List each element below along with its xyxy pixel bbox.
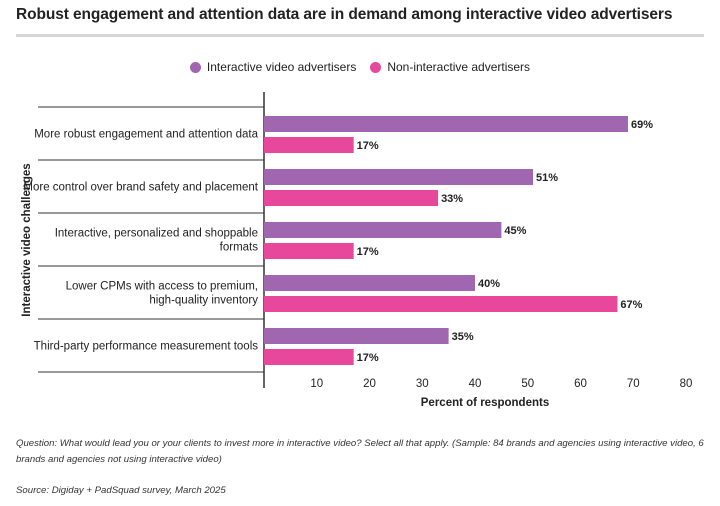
category-label: More robust engagement and attention dat… xyxy=(34,129,258,141)
chart-title: Robust engagement and attention data are… xyxy=(16,6,673,23)
bar-non-interactive xyxy=(264,137,354,153)
data-label: 45% xyxy=(504,225,526,237)
bar-non-interactive xyxy=(264,349,354,365)
legend-item-non-interactive: Non-interactive advertisers xyxy=(370,60,530,74)
category-label: Third-party performance measurement tool… xyxy=(34,341,259,353)
x-tick-label: 40 xyxy=(469,378,482,390)
data-label: 69% xyxy=(631,119,653,131)
category-label: Lower CPMs with access to premium, xyxy=(66,281,258,293)
data-label: 33% xyxy=(441,193,463,205)
x-tick-label: 30 xyxy=(416,378,429,390)
x-tick-label: 60 xyxy=(574,378,587,390)
title-divider xyxy=(16,34,704,37)
bar-non-interactive xyxy=(264,296,618,312)
legend-swatch-non-interactive xyxy=(370,61,382,73)
bar-interactive xyxy=(264,328,449,344)
bar-interactive xyxy=(264,169,534,185)
legend-label-non-interactive: Non-interactive advertisers xyxy=(387,60,531,74)
data-label: 17% xyxy=(357,140,379,152)
category-label: high-quality inventory xyxy=(149,295,258,307)
x-axis-title: Percent of respondents xyxy=(421,397,549,409)
legend-label-interactive: Interactive video advertisers xyxy=(206,60,357,74)
category-label: More control over brand safety and place… xyxy=(23,182,258,194)
bar-non-interactive xyxy=(264,190,439,206)
y-axis-title: Interactive video challenges xyxy=(21,163,33,316)
legend-item-interactive: Interactive video advertisers xyxy=(189,60,357,74)
category-label: formats xyxy=(220,242,259,254)
data-label: 51% xyxy=(536,172,558,184)
data-label: 67% xyxy=(620,299,642,311)
x-tick-label: 80 xyxy=(680,378,693,390)
bar-interactive xyxy=(264,116,628,132)
x-tick-label: 10 xyxy=(310,378,323,390)
x-tick-label: 50 xyxy=(521,378,534,390)
category-label: Interactive, personalized and shoppable xyxy=(55,228,258,240)
bar-chart: Interactive video challenges More robust … xyxy=(21,92,693,409)
bar-interactive xyxy=(264,222,502,238)
data-label: 40% xyxy=(478,278,500,290)
legend-swatch-interactive xyxy=(189,61,201,73)
bar-interactive xyxy=(264,275,475,291)
footnote: Question: What would lead you or your cl… xyxy=(16,438,704,465)
data-label: 17% xyxy=(357,246,379,258)
data-label: 17% xyxy=(357,352,379,364)
source-note: Source: Digiday + PadSquad survey, March… xyxy=(16,485,226,496)
x-tick-label: 20 xyxy=(363,378,376,390)
data-label: 35% xyxy=(452,331,474,343)
bar-non-interactive xyxy=(264,243,354,259)
x-tick-label: 70 xyxy=(627,378,640,390)
legend: Interactive video advertisers Non-intera… xyxy=(0,60,720,74)
